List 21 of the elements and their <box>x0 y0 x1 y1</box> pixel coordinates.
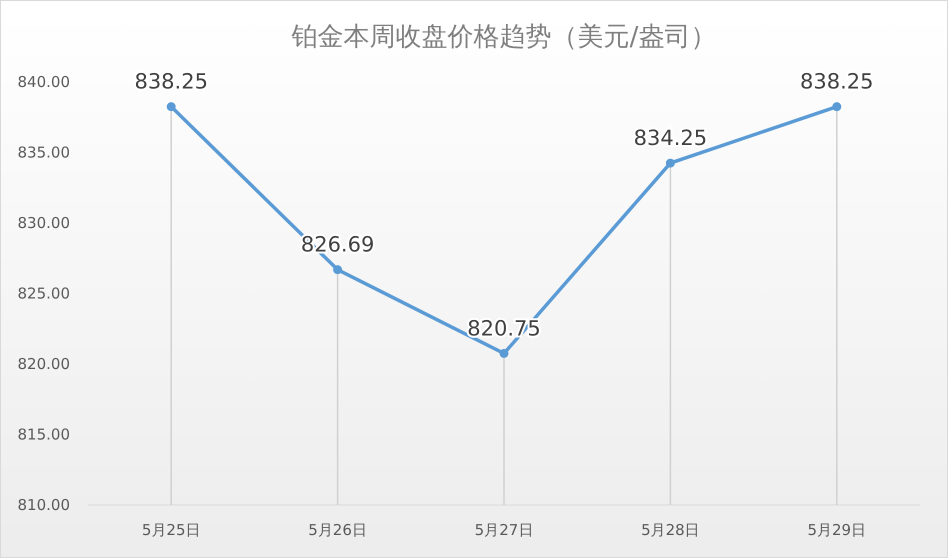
y-tick-label: 815.00 <box>18 426 70 444</box>
y-tick-label: 810.00 <box>18 496 70 514</box>
x-tick-label: 5月25日 <box>142 521 201 539</box>
y-tick-label: 830.00 <box>18 214 70 232</box>
data-label: 834.25 <box>634 126 708 150</box>
data-label: 838.25 <box>134 70 208 94</box>
x-tick-label: 5月29日 <box>807 521 866 539</box>
y-tick-label: 840.00 <box>18 73 70 91</box>
x-tick-label: 5月28日 <box>641 521 700 539</box>
point <box>666 158 675 168</box>
chart-title: 铂金本周收盘价格趋势（美元/盎司） <box>290 22 716 52</box>
y-tick-label: 825.00 <box>18 284 70 302</box>
x-tick-label: 5月26日 <box>308 521 367 539</box>
data-label: 838.25 <box>800 70 874 94</box>
y-tick-label: 835.00 <box>18 144 70 162</box>
y-tick-label: 820.00 <box>18 355 70 373</box>
point <box>832 102 842 112</box>
point <box>166 102 176 112</box>
point <box>500 348 508 358</box>
point <box>333 265 342 274</box>
x-tick-label: 5月27日 <box>474 521 534 539</box>
